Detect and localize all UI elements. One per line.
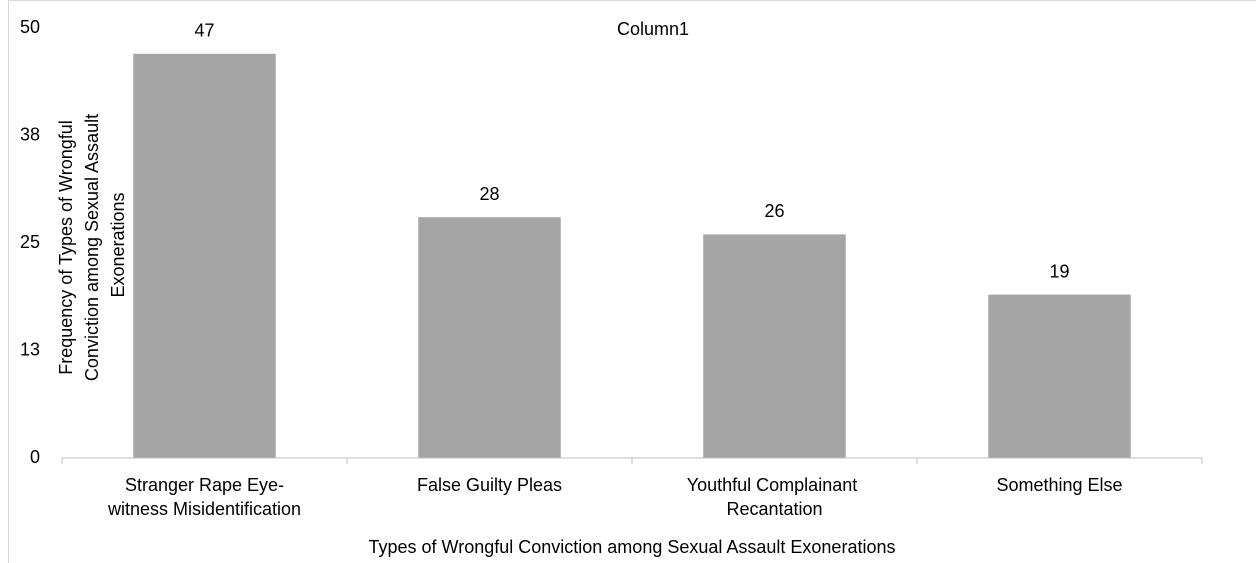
y-tick-label: 50 <box>20 17 40 37</box>
bar <box>703 234 846 458</box>
y-tick-label: 38 <box>20 124 40 144</box>
chart-title: Column1 <box>617 19 689 39</box>
value-label: 19 <box>1049 261 1069 281</box>
x-tick-label: False Guilty Pleas <box>417 475 562 495</box>
value-label: 28 <box>479 184 499 204</box>
y-axis-title: Frequency of Types of Wrongful Convictio… <box>56 109 128 381</box>
bar <box>133 53 276 459</box>
value-label: 26 <box>764 201 784 221</box>
y-tick-label: 0 <box>30 447 40 467</box>
y-tick-label: 13 <box>20 339 40 359</box>
x-tick-label: Stranger Rape Eye-witness Misidentificat… <box>107 475 301 519</box>
bar <box>988 294 1131 458</box>
x-tick-label: Youthful Complainant Recantation <box>687 475 862 519</box>
chart-border <box>8 0 1256 563</box>
bar <box>418 217 561 458</box>
value-label: 47 <box>194 21 214 41</box>
x-tick-label: Something Else <box>996 475 1122 495</box>
y-tick-label: 25 <box>20 232 40 252</box>
x-axis-title: Types of Wrongful Conviction among Sexua… <box>369 537 896 557</box>
